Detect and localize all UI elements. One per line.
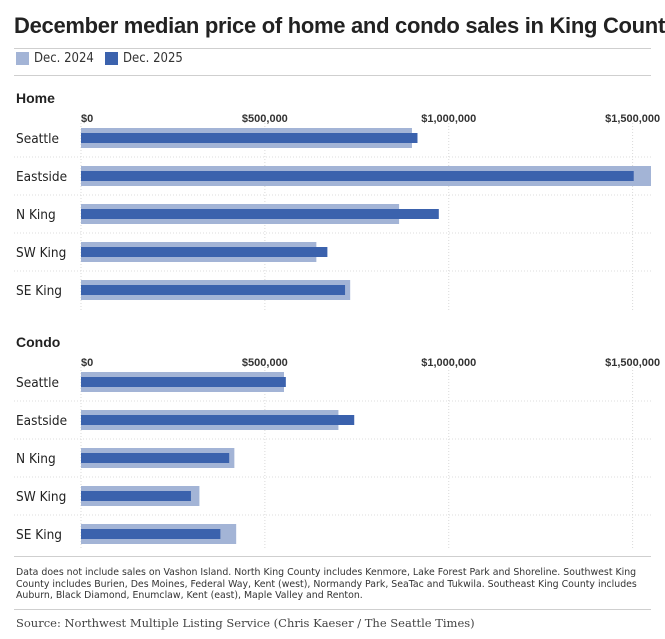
legend-swatch-2024 [16, 52, 29, 65]
category-label-condo-se-king: SE King [16, 527, 62, 543]
category-label-home-se-king: SE King [16, 283, 62, 299]
category-label-home-n-king: N King [16, 207, 56, 223]
bar-home-seattle-2025 [81, 133, 418, 143]
tick-label-home: $1,500,000 [605, 113, 660, 125]
bar-condo-eastside-2025 [81, 415, 355, 425]
chart-title: December median price of home and condo … [14, 13, 665, 38]
tick-label-condo: $1,000,000 [421, 357, 476, 369]
bar-condo-sw-king-2025 [81, 491, 191, 501]
category-label-condo-eastside: Eastside [16, 413, 67, 429]
legend-label-2024: Dec. 2024 [34, 51, 94, 66]
tick-label-condo: $0 [81, 357, 93, 369]
bar-home-eastside-2025 [81, 171, 634, 181]
panel-title-home: Home [16, 90, 55, 106]
category-label-condo-sw-king: SW King [16, 489, 66, 505]
category-label-home-eastside: Eastside [16, 169, 67, 185]
divider-top [14, 48, 651, 49]
bar-home-sw-king-2025 [81, 247, 328, 257]
category-label-condo-seattle: Seattle [16, 375, 59, 391]
divider-source [14, 609, 651, 610]
panel-title-condo: Condo [16, 334, 60, 350]
tick-label-home: $0 [81, 113, 93, 125]
legend-swatch-2025 [105, 52, 118, 65]
source-credit: Source: Northwest Multiple Listing Servi… [16, 616, 475, 630]
bar-chart-area: Home $0 $500,000 $1,000,000 $1,500,000 Seattl… [14, 90, 660, 550]
category-label-home-seattle: Seattle [16, 131, 59, 147]
tick-label-home: $1,000,000 [421, 113, 476, 125]
bar-home-se-king-2025 [81, 285, 346, 295]
category-label-condo-n-king: N King [16, 451, 56, 467]
divider-footnote [14, 556, 651, 557]
divider-legend [14, 75, 651, 76]
category-label-home-sw-king: SW King [16, 245, 66, 261]
bar-condo-se-king-2025 [81, 529, 221, 539]
footnote: Data does not include sales on Vashon Is… [16, 567, 637, 601]
bar-home-n-king-2025 [81, 209, 439, 219]
tick-label-condo: $1,500,000 [605, 357, 660, 369]
tick-label-condo: $500,000 [242, 357, 288, 369]
tick-label-home: $500,000 [242, 113, 288, 125]
legend-item-2024: Dec. 2024 [16, 51, 94, 66]
legend-label-2025: Dec. 2025 [123, 51, 183, 66]
bar-condo-seattle-2025 [81, 377, 286, 387]
bar-condo-n-king-2025 [81, 453, 230, 463]
legend-item-2025: Dec. 2025 [105, 51, 183, 66]
